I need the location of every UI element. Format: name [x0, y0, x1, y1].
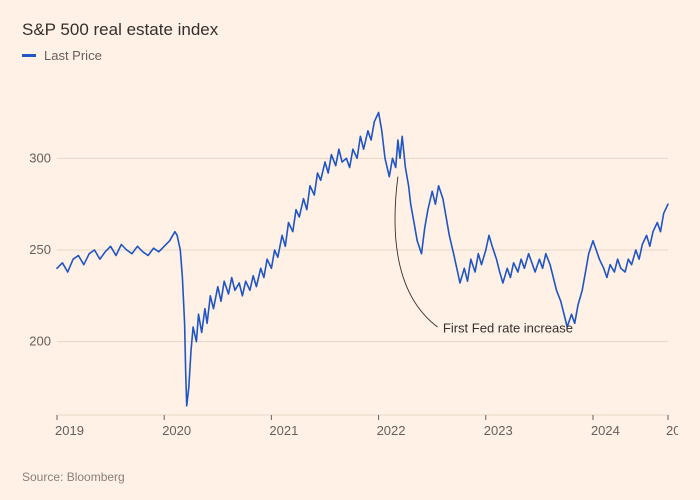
legend-swatch: [22, 54, 36, 57]
legend: Last Price: [22, 48, 102, 63]
x-axis-label: 2024: [591, 423, 620, 438]
annotation-text: First Fed rate increase: [443, 321, 573, 336]
x-axis-label: 2020: [162, 423, 191, 438]
x-axis-label: 2024: [666, 423, 678, 438]
y-axis-label: 250: [29, 242, 51, 257]
x-axis-label: 2023: [484, 423, 513, 438]
price-line: [57, 113, 668, 406]
x-axis-label: 2019: [55, 423, 84, 438]
x-axis-label: 2022: [377, 423, 406, 438]
chart-source: Source: Bloomberg: [22, 470, 125, 484]
x-axis-label: 2021: [269, 423, 298, 438]
legend-label: Last Price: [44, 48, 102, 63]
y-axis-label: 200: [29, 334, 51, 349]
chart-container: S&P 500 real estate index Last Price 200…: [0, 0, 700, 500]
chart-title: S&P 500 real estate index: [22, 20, 218, 40]
y-axis-label: 300: [29, 150, 51, 165]
chart-plot: 200 250 300 2019 2020 2021 2022 2023 2024 2024 Fir…: [22, 75, 678, 445]
